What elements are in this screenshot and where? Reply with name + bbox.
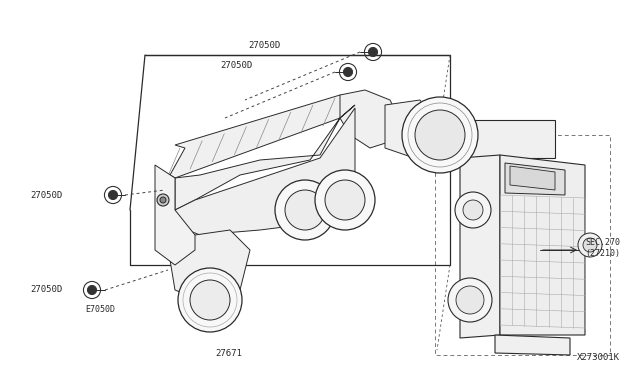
Text: 27050D: 27050D <box>220 61 252 70</box>
Polygon shape <box>460 155 500 338</box>
Text: X273001K: X273001K <box>577 353 620 362</box>
Circle shape <box>157 194 169 206</box>
Text: 27050D: 27050D <box>248 41 280 49</box>
Text: 27671: 27671 <box>215 350 242 359</box>
Circle shape <box>325 180 365 220</box>
Circle shape <box>178 268 242 332</box>
Circle shape <box>369 48 378 57</box>
Circle shape <box>456 286 484 314</box>
Text: E7050D: E7050D <box>85 305 115 314</box>
Polygon shape <box>385 100 430 160</box>
Text: 27050D: 27050D <box>30 285 62 295</box>
Polygon shape <box>340 90 400 148</box>
Circle shape <box>275 180 335 240</box>
Circle shape <box>583 238 597 252</box>
Text: SEC.270
(27210): SEC.270 (27210) <box>585 238 620 258</box>
Circle shape <box>415 110 465 160</box>
Text: 27050D: 27050D <box>30 190 62 199</box>
Circle shape <box>463 200 483 220</box>
Circle shape <box>448 278 492 322</box>
Polygon shape <box>170 95 355 178</box>
Polygon shape <box>500 155 585 335</box>
Polygon shape <box>175 108 355 235</box>
Polygon shape <box>155 165 195 265</box>
Circle shape <box>190 280 230 320</box>
Polygon shape <box>170 230 250 300</box>
Circle shape <box>578 233 602 257</box>
Circle shape <box>455 192 491 228</box>
Circle shape <box>315 170 375 230</box>
Polygon shape <box>470 120 555 158</box>
Polygon shape <box>175 105 355 210</box>
Polygon shape <box>505 163 565 195</box>
Circle shape <box>344 67 353 77</box>
Polygon shape <box>510 166 555 190</box>
Circle shape <box>160 197 166 203</box>
Circle shape <box>402 97 478 173</box>
Circle shape <box>285 190 325 230</box>
Circle shape <box>88 285 97 295</box>
Circle shape <box>109 190 118 199</box>
Polygon shape <box>495 335 570 355</box>
